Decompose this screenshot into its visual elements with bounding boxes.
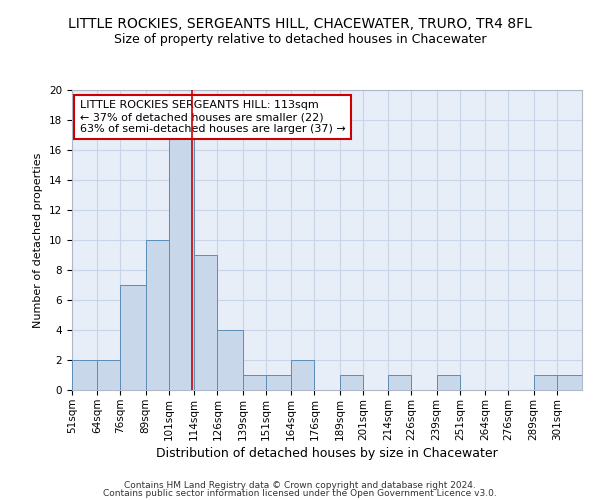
Bar	[557, 375, 582, 390]
Bar	[72, 360, 97, 390]
Y-axis label: Number of detached properties: Number of detached properties	[34, 152, 43, 328]
Bar	[242, 375, 266, 390]
Bar	[291, 360, 314, 390]
Bar	[146, 240, 169, 390]
Text: Contains HM Land Registry data © Crown copyright and database right 2024.: Contains HM Land Registry data © Crown c…	[124, 481, 476, 490]
Bar	[388, 375, 412, 390]
Text: LITTLE ROCKIES SERGEANTS HILL: 113sqm
← 37% of detached houses are smaller (22)
: LITTLE ROCKIES SERGEANTS HILL: 113sqm ← …	[80, 100, 346, 134]
Bar	[97, 360, 121, 390]
Bar	[217, 330, 242, 390]
Text: Contains public sector information licensed under the Open Government Licence v3: Contains public sector information licen…	[103, 489, 497, 498]
Bar	[121, 285, 146, 390]
Text: LITTLE ROCKIES, SERGEANTS HILL, CHACEWATER, TRURO, TR4 8FL: LITTLE ROCKIES, SERGEANTS HILL, CHACEWAT…	[68, 18, 532, 32]
Bar	[340, 375, 363, 390]
Bar	[437, 375, 460, 390]
Bar	[169, 135, 194, 390]
Bar	[194, 255, 217, 390]
X-axis label: Distribution of detached houses by size in Chacewater: Distribution of detached houses by size …	[156, 446, 498, 460]
Bar	[533, 375, 557, 390]
Bar	[266, 375, 291, 390]
Text: Size of property relative to detached houses in Chacewater: Size of property relative to detached ho…	[114, 32, 486, 46]
